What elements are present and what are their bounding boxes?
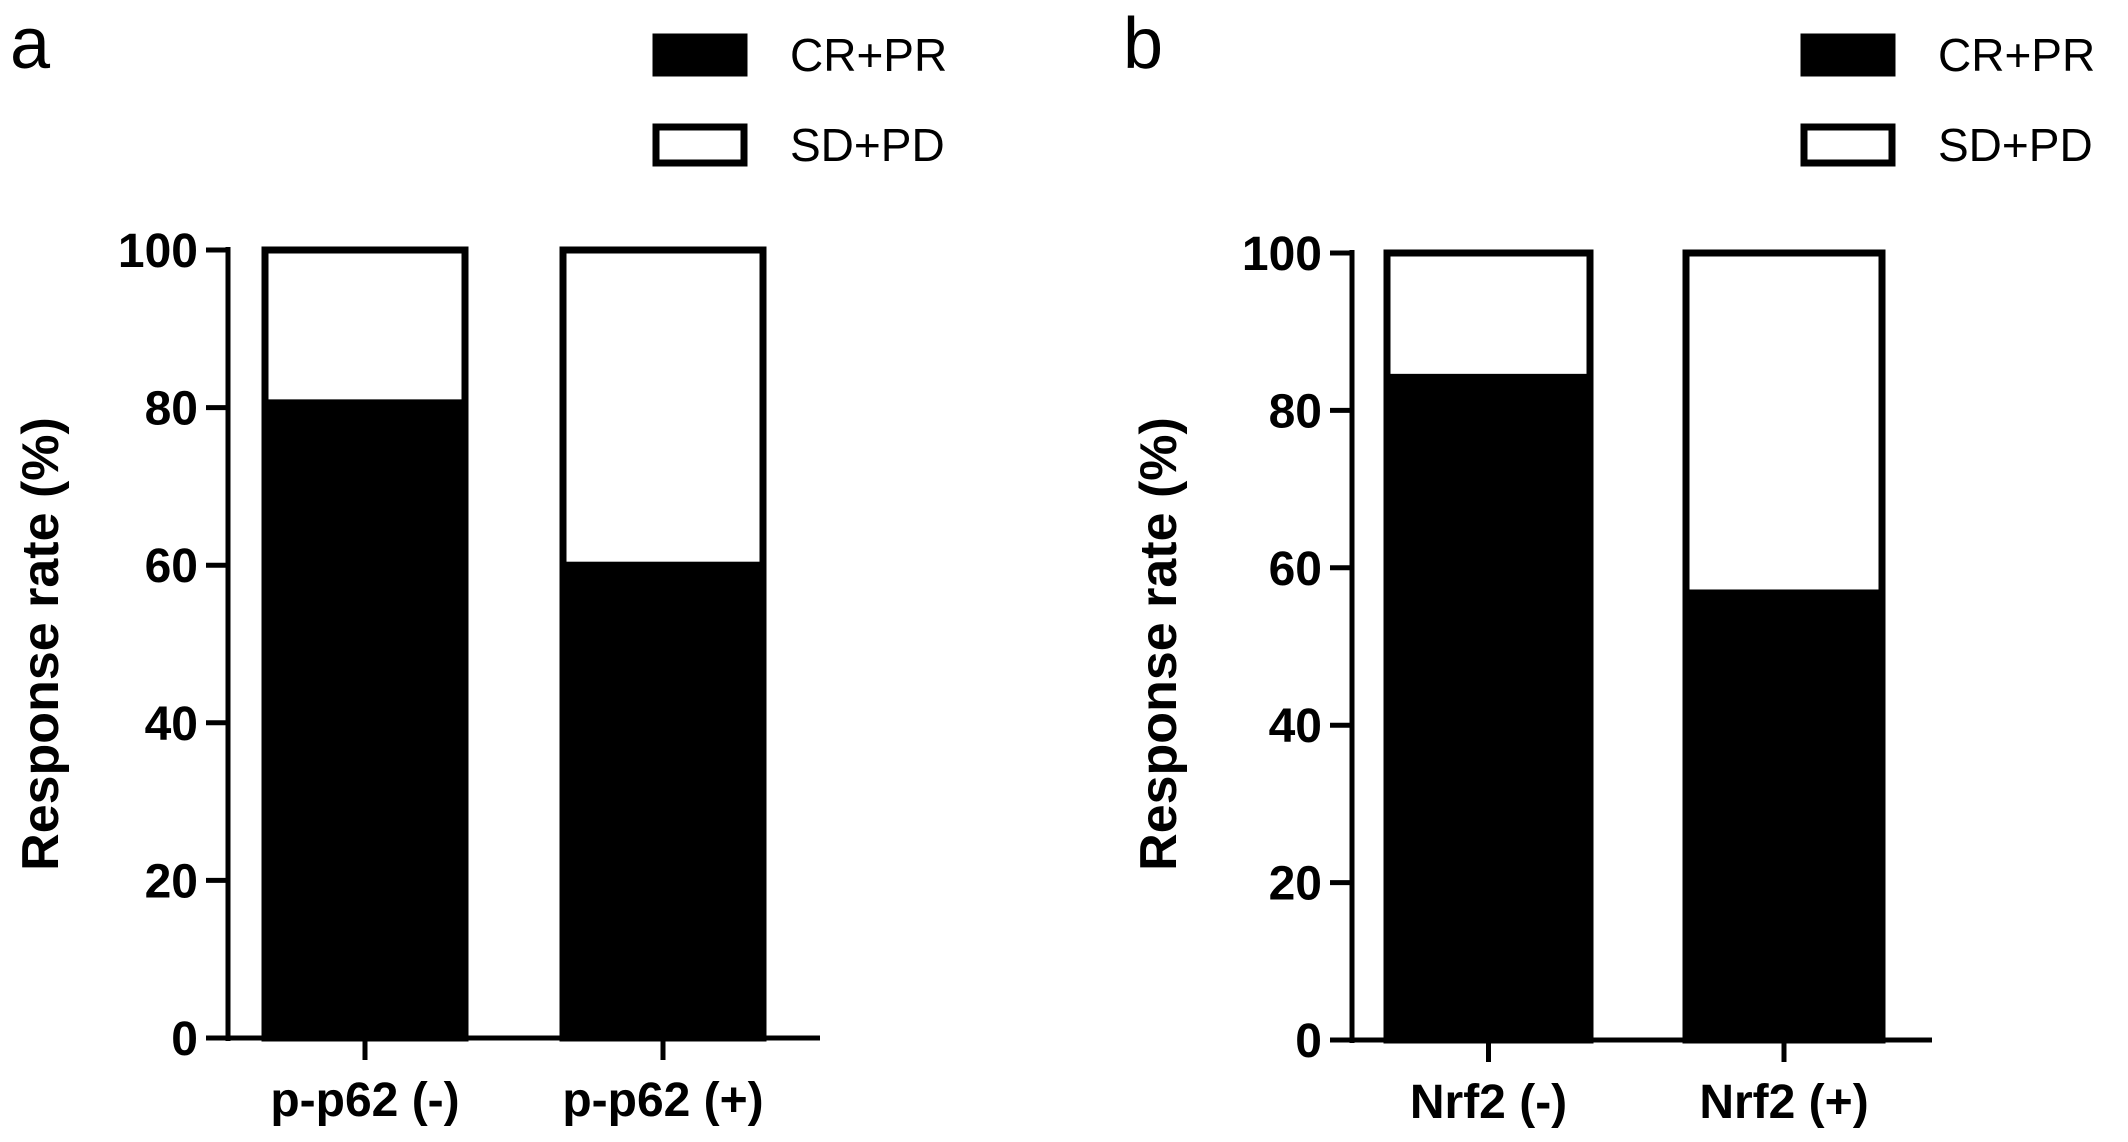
legend: CR+PR SD+PD	[652, 29, 947, 171]
legend-label: CR+PR	[790, 29, 947, 81]
legend-swatch	[652, 123, 748, 167]
panel-label: b	[1123, 4, 1163, 84]
bar-segment	[1383, 249, 1594, 381]
legend-label: SD+PD	[790, 119, 945, 171]
bars	[1383, 249, 1886, 1044]
y-tick-label: 0	[171, 1013, 198, 1066]
y-tick-label: 20	[1269, 858, 1322, 911]
bar-segment	[261, 399, 469, 1042]
chart-panel-b: b CR+PR SD+PD 0 20 40 60 80 100 Nrf2 (-) Nrf2 (+) R…	[1123, 4, 2095, 1129]
bar-segment	[1682, 249, 1886, 597]
chart-panel-a: a CR+PR SD+PD 0 20 40 60 80 100 p-p62 (-) p-p62 (+…	[10, 4, 947, 1127]
y-tick-label: 60	[145, 540, 198, 593]
y-tick-label: 40	[1269, 700, 1322, 753]
legend-swatch	[652, 33, 748, 77]
legend: CR+PR SD+PD	[1800, 29, 2095, 171]
x-tick-label: p-p62 (-)	[270, 1074, 459, 1127]
y-axis-title: Response rate (%)	[1130, 417, 1188, 871]
y-tick-label: 80	[145, 383, 198, 436]
bars	[261, 246, 767, 1042]
legend-swatch	[1800, 33, 1896, 77]
y-tick-label: 40	[145, 698, 198, 751]
legend-label: SD+PD	[1938, 119, 2093, 171]
x-tick-label: Nrf2 (+)	[1699, 1076, 1868, 1129]
axes: 0 20 40 60 80 100 Nrf2 (-) Nrf2 (+)	[1242, 228, 1932, 1129]
legend-swatch	[1800, 123, 1896, 167]
x-tick-label: p-p62 (+)	[562, 1074, 763, 1127]
legend-label: CR+PR	[1938, 29, 2095, 81]
bar-segment	[1383, 373, 1594, 1044]
y-tick-label: 100	[1242, 228, 1322, 281]
y-tick-label: 100	[118, 225, 198, 278]
bar-segment	[559, 246, 767, 569]
panel-label: a	[10, 4, 51, 84]
y-tick-label: 80	[1269, 385, 1322, 438]
y-tick-label: 60	[1269, 543, 1322, 596]
y-axis-title: Response rate (%)	[12, 417, 70, 871]
y-tick-label: 20	[145, 855, 198, 908]
bar-segment	[559, 561, 767, 1042]
bar-segment	[1682, 589, 1886, 1044]
bar-segment	[261, 246, 469, 407]
x-tick-label: Nrf2 (-)	[1410, 1076, 1567, 1129]
y-tick-label: 0	[1295, 1015, 1322, 1068]
axes: 0 20 40 60 80 100 p-p62 (-) p-p62 (+)	[118, 225, 820, 1127]
